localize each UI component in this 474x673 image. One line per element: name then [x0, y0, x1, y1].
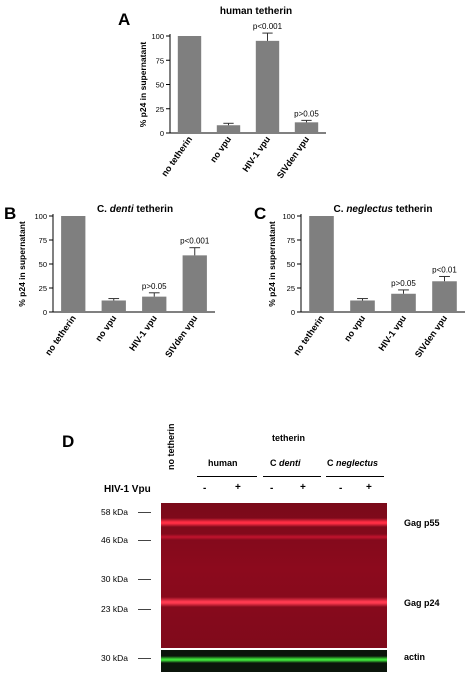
- bar-chart-c-neglectus-tetherin: C. neglectus tetherin % p24 in supernatan…: [267, 204, 465, 359]
- chart-title-part: human tetherin: [220, 6, 292, 17]
- y-tick-label: 75: [287, 236, 295, 245]
- y-tick-label: 100: [151, 32, 164, 41]
- x-tick-label: HIV-1 vpu: [240, 134, 272, 173]
- x-tick-label: no vpu: [208, 134, 233, 164]
- chart-title: C. neglectus tetherin: [334, 204, 433, 215]
- y-tick-label: 0: [43, 308, 47, 317]
- y-tick-label: 0: [160, 129, 164, 138]
- vpu-sign-human-plus: +: [235, 482, 241, 493]
- bar-chart-human-tetherin: human tetherin % p24 in supernatant 0 25 50 7…: [138, 6, 326, 180]
- group-label-human: human: [208, 458, 238, 468]
- bar: [255, 40, 280, 133]
- group-label-c-neglectus: C neglectus: [327, 458, 379, 468]
- y-tick-label: 25: [39, 284, 47, 293]
- marker-line-46kda: [138, 540, 151, 541]
- bar: [182, 255, 207, 312]
- chart-title-part: C.: [97, 204, 110, 215]
- p-value-annotation: p>0.05: [294, 109, 319, 118]
- gag-blot-panel: [161, 503, 387, 648]
- marker-23kda: 23 kDa: [101, 604, 128, 614]
- vpu-sign-denti-minus: -: [270, 483, 274, 494]
- p-value-annotation: p>0.05: [142, 282, 167, 291]
- y-tick-label: 50: [287, 260, 295, 269]
- y-axis-label: % p24 in supernatant: [267, 221, 277, 307]
- marker-line-30kda-actin: [138, 658, 151, 659]
- band-label-gag-p24: Gag p24: [404, 598, 440, 608]
- x-tick-label: SIVden vpu: [163, 313, 199, 359]
- band-label-gag-p55: Gag p55: [404, 518, 440, 528]
- group-label-c-denti: C denti: [270, 458, 301, 468]
- actin-band: [161, 656, 387, 663]
- marker-line-30kda: [138, 579, 151, 580]
- vpu-sign-neglectus-plus: +: [366, 482, 372, 493]
- band-label-actin: actin: [404, 652, 426, 662]
- chart-title-part: denti: [110, 204, 134, 215]
- marker-line-58kda: [138, 512, 151, 513]
- p-value-annotation: p<0.01: [432, 265, 457, 274]
- y-tick-label: 50: [39, 260, 47, 269]
- vpu-sign-denti-plus: +: [300, 482, 306, 493]
- y-axis-label: % p24 in supernatant: [138, 42, 148, 128]
- marker-30kda-actin: 30 kDa: [101, 653, 128, 663]
- gag-p24-band: [161, 597, 387, 607]
- x-tick-label: no tetherin: [43, 313, 78, 357]
- bar: [391, 293, 416, 312]
- marker-46kda: 46 kDa: [101, 535, 128, 545]
- x-tick-label: no tetherin: [291, 313, 326, 357]
- bar: [177, 36, 202, 133]
- chart-title-part: tetherin: [134, 204, 173, 215]
- p-value-annotation: p<0.001: [253, 22, 283, 31]
- x-tick-label: SIVden vpu: [275, 134, 311, 180]
- chart-title-part: neglectus: [346, 204, 393, 215]
- y-axis-label: % p24 in supernatant: [17, 221, 27, 307]
- bar: [294, 122, 319, 133]
- marker-30kda: 30 kDa: [101, 574, 128, 584]
- p-value-annotation: p>0.05: [391, 279, 416, 288]
- bar: [216, 125, 241, 133]
- bar: [142, 296, 167, 312]
- p-value-annotation: p<0.001: [180, 237, 210, 246]
- panel-letter-c: C: [254, 204, 267, 223]
- chart-title: C. denti tetherin: [97, 204, 173, 215]
- x-tick-label: HIV-1 vpu: [376, 313, 408, 352]
- y-tick-label: 75: [39, 236, 47, 245]
- group-underline-human: [197, 476, 257, 477]
- chart-title-part: C.: [334, 204, 347, 215]
- x-tick-label: SIVden vpu: [413, 313, 449, 359]
- bar: [309, 216, 334, 312]
- marker-line-23kda: [138, 609, 151, 610]
- bar: [101, 300, 126, 312]
- x-tick-label: no vpu: [342, 313, 367, 343]
- bar: [61, 216, 86, 312]
- bar-chart-c-denti-tetherin: C. denti tetherin % p24 in supernatant 0 25…: [17, 204, 215, 359]
- marker-58kda: 58 kDa: [101, 507, 128, 517]
- tetherin-header: tetherin: [272, 433, 306, 443]
- no-tetherin-lane-label: no tetherin: [166, 423, 176, 471]
- panel-letter-a: A: [118, 10, 131, 29]
- gag-intermediate-band: [161, 534, 387, 540]
- bar: [432, 281, 457, 312]
- y-tick-label: 100: [282, 212, 295, 221]
- group-underline-c-neglectus: [326, 476, 384, 477]
- y-tick-label: 100: [34, 212, 47, 221]
- y-tick-label: 25: [287, 284, 295, 293]
- y-tick-label: 25: [156, 105, 164, 114]
- chart-title-part: tetherin: [393, 204, 432, 215]
- panel-letter-b: B: [4, 204, 17, 223]
- y-tick-label: 75: [156, 56, 164, 65]
- y-tick-label: 50: [156, 81, 164, 90]
- vpu-sign-human-minus: -: [203, 483, 207, 494]
- x-tick-label: HIV-1 vpu: [127, 313, 159, 352]
- x-tick-label: no vpu: [93, 313, 118, 343]
- group-underline-c-denti: [263, 476, 321, 477]
- vpu-row-label: HIV-1 Vpu: [104, 484, 151, 495]
- bar: [350, 300, 375, 312]
- x-tick-label: no tetherin: [159, 134, 194, 178]
- y-tick-label: 0: [291, 308, 295, 317]
- gag-p55-band: [161, 518, 387, 527]
- chart-title: human tetherin: [220, 6, 292, 17]
- panel-letter-d: D: [62, 432, 75, 451]
- vpu-sign-neglectus-minus: -: [339, 483, 343, 494]
